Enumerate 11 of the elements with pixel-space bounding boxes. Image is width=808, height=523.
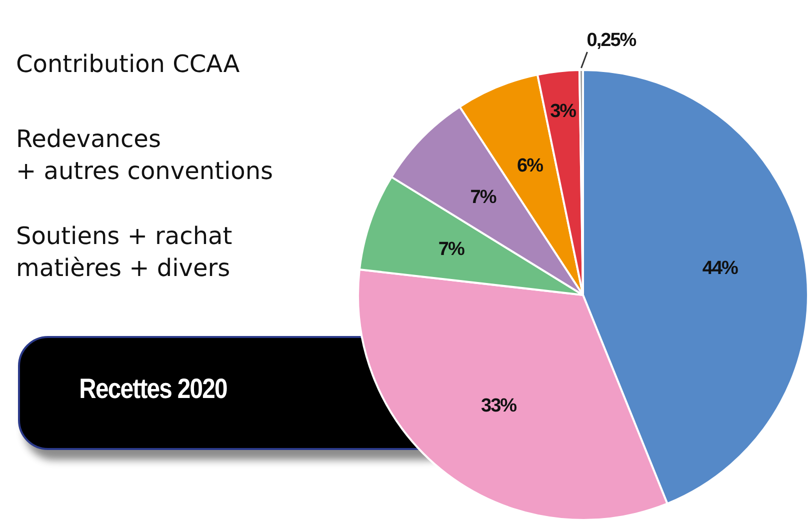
data-label: 7% bbox=[470, 187, 497, 208]
text: Recettes 2020 bbox=[78, 373, 228, 405]
data-label: 44% bbox=[702, 258, 739, 279]
text: Contribution CCAA bbox=[16, 49, 240, 80]
data-label: 6% bbox=[517, 156, 544, 177]
text: Redevances + autres conventions bbox=[16, 124, 274, 187]
text: Soutiens + rachat matières + divers bbox=[16, 221, 232, 284]
data-label: 0,25% bbox=[586, 30, 637, 52]
data-label: 3% bbox=[550, 101, 577, 122]
data-label: 7% bbox=[438, 238, 465, 260]
data-label: 33% bbox=[481, 396, 518, 417]
